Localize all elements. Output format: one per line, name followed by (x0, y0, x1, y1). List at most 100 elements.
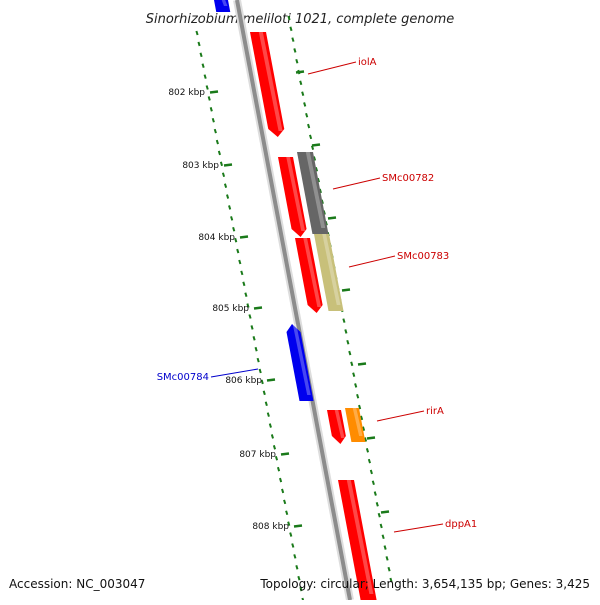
tick-label-802: 802 kbp (168, 88, 205, 98)
track-dot (199, 52, 203, 58)
gene-label-iolA: iolA (358, 57, 377, 68)
track-dot (195, 30, 199, 36)
track-dot (358, 404, 362, 410)
track-dot (293, 554, 297, 559)
track-dot (274, 455, 279, 461)
track-dot (309, 134, 313, 140)
track-dot (287, 15, 291, 21)
track-dot (272, 445, 277, 450)
track-dot (281, 488, 285, 494)
outer-tick-mark (311, 143, 321, 147)
track-dot (385, 556, 389, 561)
khaki-feature-highlight (322, 234, 341, 305)
track-dot (226, 194, 230, 199)
tick-mark-806 (266, 378, 276, 382)
track-dot (250, 325, 254, 330)
gene-dppA1 (338, 480, 377, 600)
track-dot (211, 117, 215, 123)
track-dot (244, 292, 248, 297)
track-dot (238, 259, 242, 265)
track-dot (197, 41, 201, 47)
track-dot (307, 123, 311, 129)
orange-feature (345, 408, 366, 442)
track-dot (295, 58, 299, 64)
track-dot (363, 437, 368, 442)
gray-feature-body (297, 152, 329, 234)
track-dot (242, 281, 246, 287)
track-dot (291, 543, 295, 548)
track-dot (291, 37, 295, 42)
track-dot (228, 205, 232, 210)
leader-SMc00783 (348, 255, 396, 268)
gray-feature (297, 152, 329, 234)
gene-label-SMc00783: SMc00783 (397, 251, 449, 262)
features-layer (214, 0, 377, 600)
tick-label-808: 808 kbp (252, 522, 289, 532)
outer-tick-mark (357, 362, 367, 366)
gene-label-SMc00782: SMc00782 (382, 173, 434, 184)
track-dot (287, 521, 291, 526)
gene-rirA-highlight (334, 410, 345, 438)
track-dot (354, 383, 358, 388)
track-dot (262, 390, 266, 396)
track-dot (201, 63, 205, 68)
track-dot (213, 128, 217, 134)
track-dot (303, 102, 307, 107)
track-dot (348, 350, 352, 356)
gene-SMc00783 (295, 238, 323, 313)
gene-SMc00784 (286, 324, 314, 401)
track-dot (312, 156, 317, 161)
track-dot (279, 477, 283, 483)
track-dot (258, 368, 262, 374)
gene-iolA (250, 32, 285, 137)
outer-tick-mark (327, 216, 337, 220)
gene-dppA1-highlight (346, 480, 374, 594)
track-dot (266, 412, 270, 417)
track-dot (389, 577, 393, 583)
outer-tick-mark (341, 288, 351, 292)
tick-mark-804 (239, 235, 249, 239)
tracks-layer (195, 0, 393, 603)
track-dot (232, 226, 236, 232)
tick-label-804: 804 kbp (198, 233, 235, 243)
tick-mark-803 (223, 163, 233, 167)
track-dot (381, 534, 385, 540)
track-dot (215, 139, 219, 145)
track-dot (285, 510, 289, 516)
outer-dotted-track (287, 15, 393, 583)
track-dot (383, 545, 387, 550)
track-dot (293, 48, 297, 53)
track-dot (346, 339, 350, 345)
tick-label-806: 806 kbp (225, 376, 262, 386)
track-dot (260, 379, 264, 385)
leader-SMc00784 (210, 368, 259, 378)
outer-tick-mark (366, 436, 376, 440)
gene-dppA1-body (338, 480, 377, 600)
outer-tick-mark (380, 510, 390, 514)
gene-SMc00783-highlight (303, 238, 322, 307)
top-blue-feature-highlight (221, 0, 228, 6)
track-dot (254, 346, 258, 352)
gray-feature-highlight (305, 152, 326, 228)
backbone-line (235, 0, 352, 601)
track-dot (367, 458, 371, 464)
track-dot (234, 237, 238, 243)
track-dot (361, 426, 366, 431)
gene-label-rirA: rirA (426, 406, 444, 417)
gene-label-dppA1: dppA1 (445, 519, 477, 530)
track-dot (305, 112, 309, 118)
track-dot (295, 565, 299, 570)
labels-layer: 802 kbp 803 kbp 804 kbp 805 kbp 806 kbp 807 k… (157, 57, 477, 533)
track-dot (276, 466, 281, 472)
track-dot (236, 248, 240, 254)
track-dot (256, 357, 260, 363)
inner-dotted-track (195, 30, 305, 603)
leader-SMc00782 (332, 177, 381, 190)
khaki-feature (314, 234, 344, 311)
track-dot (314, 167, 319, 172)
track-dot (223, 183, 228, 188)
track-dot (365, 448, 370, 453)
track-dot (371, 480, 375, 486)
gene-SMc00782-highlight (286, 157, 306, 231)
